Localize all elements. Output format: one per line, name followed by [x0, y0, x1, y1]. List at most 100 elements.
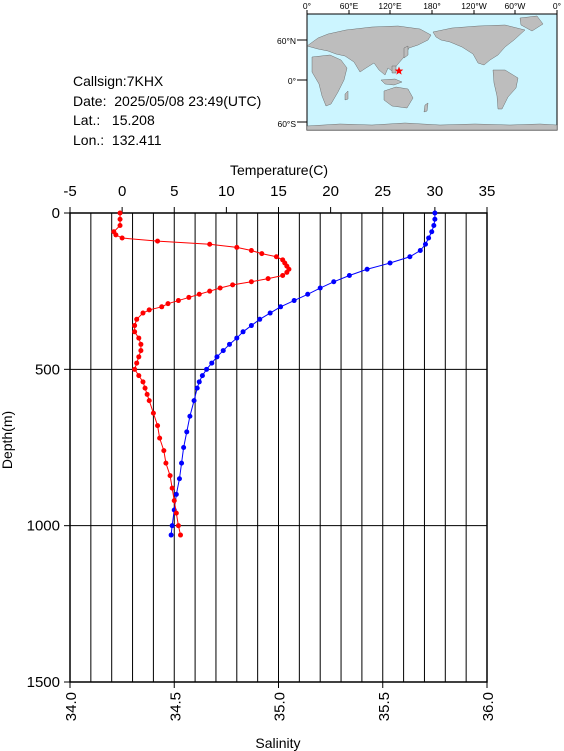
date: Date: 2025/05/08 23:49(UTC) [73, 92, 262, 109]
map-lon-label-120e: 120°E [378, 1, 402, 11]
temperature-point [346, 273, 352, 279]
salinity-point [142, 385, 148, 391]
map-lon-label-0-right: 0° [553, 1, 561, 11]
salinity-tick-label: 36.0 [480, 692, 497, 721]
salinity-axis-label: Salinity [255, 735, 300, 751]
data-series [111, 210, 438, 538]
temperature-tick-label: 30 [427, 183, 444, 200]
salinity-point [132, 323, 138, 329]
salinity-point [136, 354, 142, 360]
salinity-point [207, 241, 213, 247]
salinity-point [167, 473, 173, 479]
temperature-point [387, 260, 393, 266]
salinity-point [175, 298, 181, 304]
temperature-tick-label: 35 [479, 183, 496, 200]
salinity-point [265, 276, 271, 282]
depth-tick-label: 1000 [27, 518, 60, 535]
temperature-point [181, 445, 187, 450]
temperature-point [220, 348, 226, 354]
temperature-point [267, 310, 273, 316]
salinity-point [186, 294, 192, 300]
temperature-point [234, 335, 240, 341]
salinity-series [111, 210, 292, 538]
temperature-point [432, 210, 438, 216]
salinity-point [248, 248, 254, 254]
temperature-point [317, 285, 323, 291]
temperature-point [417, 248, 423, 254]
salinity-point [280, 273, 286, 279]
map-land [306, 15, 558, 131]
temperature-point [429, 229, 435, 235]
salinity-point [217, 285, 223, 291]
salinity-point [234, 244, 240, 250]
salinity-point [134, 360, 140, 366]
salinity-point [284, 269, 290, 275]
salinity-point [248, 279, 254, 285]
temperature-point [204, 366, 210, 372]
salinity-point [140, 379, 146, 385]
madagascar-shape [344, 90, 349, 101]
temperature-axis-label: Temperature(C) [230, 162, 328, 178]
map-lon-label-0: 0° [303, 1, 311, 11]
temperature-point [209, 360, 215, 366]
temperature-point [305, 291, 311, 297]
temperature-point [194, 385, 200, 391]
salinity-point [134, 316, 140, 322]
temperature-point [426, 235, 432, 241]
salinity-point [163, 460, 169, 466]
philippines-shape [391, 65, 397, 74]
south-america-shape [492, 69, 519, 110]
temperature-tick-label: 15 [270, 183, 287, 200]
salinity-point [169, 485, 175, 491]
salinity-point [175, 523, 181, 529]
salinity-point [136, 373, 142, 379]
salinity-point [171, 498, 177, 504]
salinity-point [138, 341, 144, 347]
salinity-point [207, 288, 213, 294]
temperature-tick-label: 10 [218, 183, 235, 200]
salinity-tick-label: 34.5 [167, 692, 184, 721]
temperature-point [257, 316, 263, 322]
grid-lines [70, 213, 487, 682]
map-lon-label-60e: 60°E [340, 1, 359, 11]
salinity-point [117, 210, 123, 216]
map-lat-label-60s: 60°S [277, 119, 296, 129]
temperature-point [173, 491, 179, 497]
salinity-tick-label: 35.0 [272, 692, 289, 721]
salinity-point [159, 304, 165, 310]
africa-shape [311, 54, 348, 107]
salinity-point [136, 335, 142, 341]
map-lon-label-120w: 120°W [461, 1, 487, 11]
temperature-series [168, 210, 438, 538]
salinity-point [113, 232, 119, 238]
salinity-tick-label: 35.5 [376, 692, 393, 721]
temperature-point [248, 323, 254, 329]
salinity-point [173, 510, 179, 516]
station-marker-star [394, 66, 404, 75]
depth-axis-label: Depth(m) [0, 411, 15, 469]
new-zealand-shape [423, 102, 429, 113]
salinity-tick-label: 34.0 [63, 692, 80, 721]
temperature-point [168, 532, 174, 538]
salinity-point [161, 448, 167, 454]
salinity-point [165, 301, 171, 307]
temperature-point [179, 460, 185, 466]
station-info: Callsign:7KHX Date: 2025/05/08 23:49(UTC… [73, 72, 261, 150]
temperature-point [331, 279, 337, 285]
salinity-point [178, 532, 184, 538]
temperature-point [187, 413, 193, 419]
latitude: Lat.: 15.208 [73, 112, 155, 128]
map-latitude-labels: 60°N 0° 60°S [277, 36, 296, 129]
salinity-point [140, 310, 146, 316]
north-america-shape [432, 24, 526, 66]
temperature-point [407, 254, 413, 260]
map-tick-marks [297, 10, 558, 123]
map-lon-label-60w: 60°W [505, 1, 526, 11]
temperature-point [291, 298, 297, 304]
map-longitude-labels: 0° 60°E 120°E 180° 120°W 60°W 0° [303, 1, 561, 11]
map-lon-label-180: 180° [423, 1, 441, 11]
temperature-point [199, 373, 205, 379]
